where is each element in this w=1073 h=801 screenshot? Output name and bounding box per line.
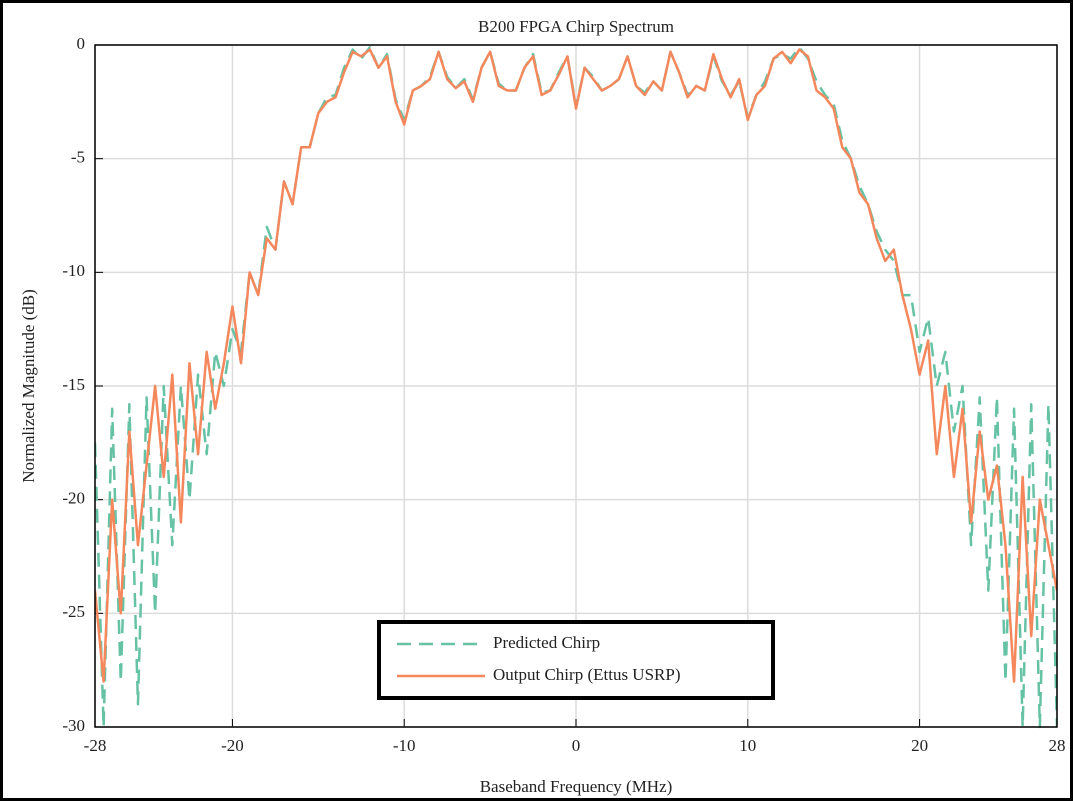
x-tick-label: -10 <box>393 736 416 755</box>
y-tick-label: -20 <box>62 489 85 508</box>
x-tick-label: 10 <box>739 736 756 755</box>
x-axis-label: Baseband Frequency (MHz) <box>480 777 673 796</box>
x-tick-label: -28 <box>84 736 107 755</box>
x-tick-label: 0 <box>572 736 581 755</box>
y-tick-label: -5 <box>71 148 85 167</box>
y-tick-label: -10 <box>62 261 85 280</box>
legend-label: Output Chirp (Ettus USRP) <box>493 665 681 684</box>
plot-border <box>94 44 1058 728</box>
y-tick-label: -15 <box>62 375 85 394</box>
y-tick-label: -30 <box>62 716 85 735</box>
legend <box>377 620 775 700</box>
data-line <box>95 48 1057 683</box>
x-tick-label: 28 <box>1049 736 1066 755</box>
legend-label: Predicted Chirp <box>493 633 600 652</box>
x-tick-label: 20 <box>911 736 928 755</box>
y-tick-label: 0 <box>77 34 86 53</box>
y-tick-label: -25 <box>62 602 85 621</box>
chart-title: B200 FPGA Chirp Spectrum <box>478 17 674 36</box>
x-tick-label: -20 <box>221 736 244 755</box>
y-axis-label: Normalized Magnitude (dB) <box>19 289 38 483</box>
